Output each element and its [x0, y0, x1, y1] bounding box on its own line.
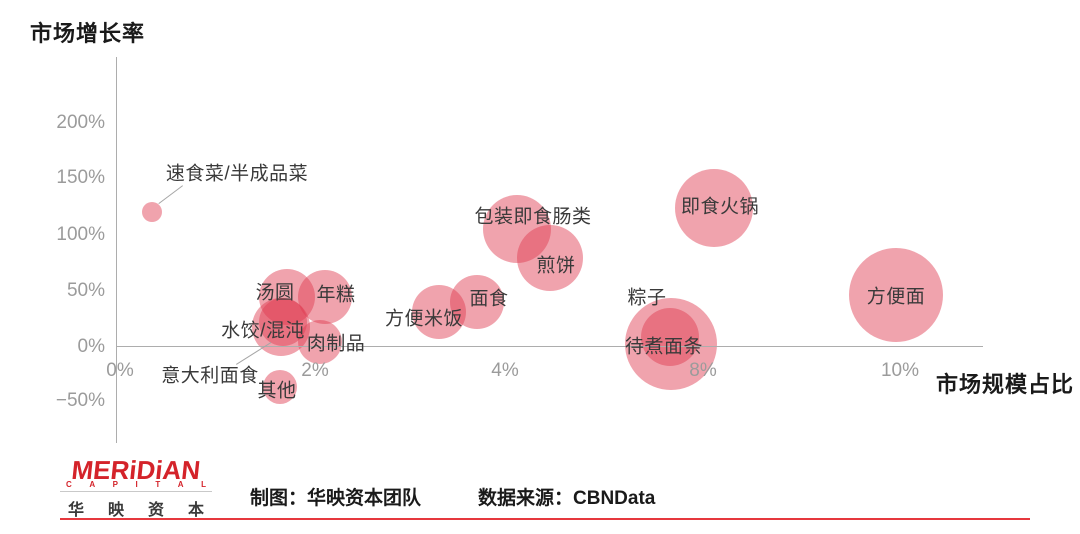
data-point-label: 方便面: [866, 286, 926, 308]
data-point-label: 煎饼: [536, 255, 576, 277]
data-point-label: 肉制品: [306, 333, 366, 355]
y-axis-tick-label: 0%: [77, 336, 105, 357]
x-axis-tick-label: 0%: [106, 360, 134, 381]
data-point-bubble: [641, 308, 699, 366]
data-point-bubble: [625, 298, 717, 390]
y-axis-tick-label: 150%: [56, 167, 105, 188]
data-point-bubble: [298, 270, 352, 324]
x-axis-line: [116, 346, 983, 347]
logo-divider-line: [60, 491, 212, 492]
data-point-bubble: [298, 320, 342, 364]
data-point-bubble: [259, 298, 307, 346]
y-axis-line: [116, 57, 117, 443]
data-point-label: 速食菜/半成品菜: [165, 163, 309, 185]
data-point-bubble: [675, 169, 753, 247]
data-point-label: 包装即食肠类: [474, 206, 592, 228]
y-axis-tick-label: −50%: [55, 390, 105, 411]
logo-wordmark: MERiDiAN: [70, 455, 202, 485]
y-axis-tick-label: 200%: [56, 112, 105, 133]
data-point-bubble: [450, 275, 504, 329]
data-point-label: 水饺/混沌: [221, 320, 305, 342]
data-point-label: 方便米饭: [384, 308, 464, 330]
credit-text: 制图：华映资本团队: [250, 488, 422, 509]
logo-capital-letter: A: [177, 480, 184, 489]
data-point-bubble: [849, 248, 943, 342]
source-text: 数据来源：CBNData: [478, 488, 656, 509]
meridian-logo: MERiDiAN C A P I T A L 华 映 资 本: [60, 455, 212, 520]
data-point-bubble: [517, 225, 583, 291]
logo-capital-letter: C: [66, 480, 72, 489]
data-point-label: 粽子: [627, 287, 667, 309]
footer-red-rule: [60, 518, 1030, 520]
data-point-label: 待煮面条: [624, 336, 704, 358]
logo-chinese-letter: 映: [107, 502, 124, 519]
x-axis-tick-label: 4%: [491, 360, 519, 381]
logo-capital-letter: L: [201, 480, 206, 489]
logo-chinese-letter: 本: [187, 502, 204, 519]
logo-chinese-letter: 资: [147, 502, 164, 519]
data-point-label: 面食: [469, 288, 509, 310]
logo-capital-letter: A: [89, 480, 96, 489]
x-axis-title: 市场规模占比: [936, 372, 1075, 397]
y-axis-tick-label: 100%: [56, 224, 105, 245]
logo-capital-letter: T: [155, 480, 161, 489]
data-point-label: 其他: [257, 380, 297, 402]
data-point-bubble: [259, 269, 315, 325]
x-axis-tick-label: 8%: [689, 360, 717, 381]
data-point-bubble: [412, 285, 466, 339]
y-axis-tick-label: 50%: [66, 280, 105, 301]
data-point-bubble: [263, 370, 297, 404]
logo-capital-letter: P: [112, 480, 118, 489]
data-point-label: 汤圆: [255, 282, 295, 304]
logo-capital-letter: I: [135, 480, 138, 489]
data-point-bubble: [483, 195, 551, 263]
logo-chinese-name: 华映资本: [60, 496, 212, 520]
logo-chinese-letter: 华: [68, 502, 85, 519]
data-point-label: 年糕: [316, 284, 356, 306]
x-axis-tick-label: 10%: [880, 360, 920, 381]
data-point-bubble: [142, 202, 162, 222]
y-axis-title: 市场增长率: [30, 21, 146, 46]
data-point-label: 意大利面食: [161, 365, 259, 387]
label-leader-line: [158, 185, 183, 204]
data-point-label: 即食火锅: [680, 196, 760, 218]
x-axis-tick-label: 2%: [301, 360, 329, 381]
